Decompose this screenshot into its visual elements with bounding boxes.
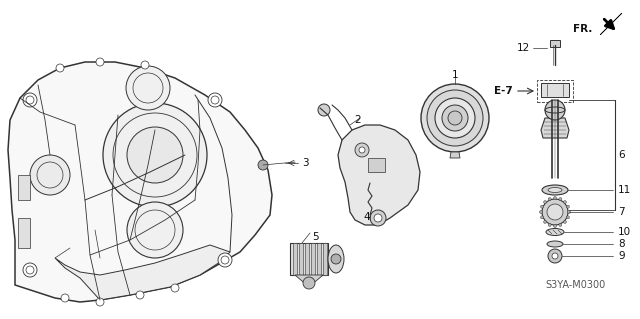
Circle shape [96,298,104,306]
Polygon shape [368,158,385,172]
Circle shape [442,105,468,131]
Text: 12: 12 [516,43,530,53]
Circle shape [96,58,104,66]
Ellipse shape [546,228,564,235]
Circle shape [370,210,386,226]
Circle shape [545,100,565,120]
Ellipse shape [559,223,562,226]
Polygon shape [600,13,622,35]
Ellipse shape [554,225,557,227]
Circle shape [448,111,462,125]
Circle shape [303,277,315,289]
Text: 6: 6 [618,150,625,160]
Polygon shape [311,243,315,275]
Ellipse shape [548,197,551,201]
Ellipse shape [541,205,543,208]
Ellipse shape [559,197,562,201]
Polygon shape [299,243,303,275]
Bar [550,40,560,47]
Ellipse shape [541,216,543,219]
Circle shape [218,253,232,267]
Ellipse shape [542,185,568,195]
Circle shape [141,61,149,69]
Circle shape [171,284,179,292]
Text: 1: 1 [452,70,458,80]
Circle shape [355,143,369,157]
Text: 4: 4 [364,212,371,222]
Circle shape [30,155,70,195]
Circle shape [258,160,268,170]
Text: S3YA-M0300: S3YA-M0300 [545,280,605,290]
Ellipse shape [328,245,344,273]
Text: 8: 8 [618,239,625,249]
Text: 11: 11 [618,185,631,195]
Circle shape [103,103,207,207]
Ellipse shape [566,205,570,208]
Circle shape [548,249,562,263]
Ellipse shape [554,197,557,199]
Polygon shape [317,243,321,275]
Text: FR.: FR. [573,24,592,34]
Ellipse shape [568,211,570,213]
Circle shape [547,204,563,220]
Polygon shape [55,245,230,300]
Circle shape [542,199,568,225]
Circle shape [552,253,558,259]
Text: 7: 7 [618,207,625,217]
Polygon shape [338,125,420,225]
Bar [18,218,30,248]
Circle shape [126,66,170,110]
Text: 2: 2 [355,115,362,125]
Circle shape [56,64,64,72]
Circle shape [374,214,382,222]
Ellipse shape [543,201,547,204]
Bar [18,175,30,200]
Circle shape [435,98,475,138]
Circle shape [208,93,222,107]
Circle shape [318,104,330,116]
Text: 10: 10 [618,227,631,237]
Circle shape [136,291,144,299]
Ellipse shape [563,201,566,204]
Ellipse shape [543,220,547,223]
Ellipse shape [548,223,551,226]
Circle shape [331,254,341,264]
Circle shape [127,202,183,258]
Polygon shape [290,243,328,275]
Ellipse shape [548,188,562,192]
Polygon shape [541,118,569,138]
Bar [541,83,569,97]
Circle shape [23,93,37,107]
Polygon shape [305,243,309,275]
Polygon shape [293,243,297,275]
Circle shape [127,127,183,183]
Text: 5: 5 [312,232,319,242]
Polygon shape [295,275,323,287]
Circle shape [61,294,69,302]
Text: E-7: E-7 [494,86,513,96]
Text: 3: 3 [302,158,308,168]
Polygon shape [450,152,460,158]
Ellipse shape [540,211,543,213]
Circle shape [359,147,365,153]
Polygon shape [8,62,272,302]
Text: 9: 9 [618,251,625,261]
Circle shape [427,90,483,146]
Ellipse shape [547,241,563,247]
Circle shape [421,84,489,152]
Ellipse shape [563,220,566,223]
Bar [537,80,573,102]
Circle shape [23,263,37,277]
Polygon shape [323,243,327,275]
Ellipse shape [566,216,570,219]
